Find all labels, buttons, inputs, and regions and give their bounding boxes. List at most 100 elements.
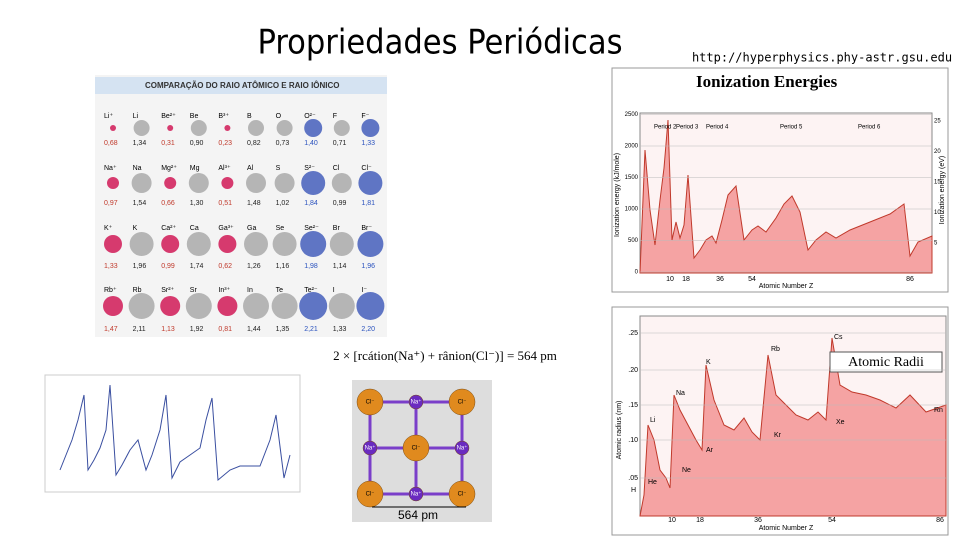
ion-radius: 2,20 bbox=[361, 326, 375, 333]
element-label: Rb bbox=[771, 346, 780, 353]
ion-radius: 0,66 bbox=[161, 200, 175, 207]
ion-symbol: Na⁺ bbox=[104, 165, 117, 172]
y-tick-label: 2000 bbox=[625, 144, 639, 150]
ion-symbol: Br bbox=[333, 225, 341, 232]
ion-radius: 0,71 bbox=[333, 140, 347, 147]
ion-radius: 0,62 bbox=[218, 263, 232, 270]
y-tick-label: .05 bbox=[628, 475, 638, 482]
slide-title: Propriedades Periódicas bbox=[257, 23, 622, 63]
cation-label: Na⁺ bbox=[457, 445, 468, 452]
y-tick-label: 500 bbox=[628, 238, 639, 244]
radius-label: Atomic Radii bbox=[848, 355, 924, 370]
ion-symbol: Te bbox=[276, 287, 284, 294]
period-label: Period 6 bbox=[858, 125, 881, 131]
ion-symbol: Mg²⁺ bbox=[161, 165, 177, 172]
ion-sphere bbox=[164, 177, 177, 189]
ion-sphere bbox=[188, 173, 209, 193]
ion-symbol: I⁻ bbox=[361, 287, 367, 294]
ion-symbol: Li⁺ bbox=[104, 113, 113, 120]
ion-sphere bbox=[328, 293, 355, 319]
element-label: K bbox=[706, 359, 711, 366]
ion-table-title: COMPARAÇÃO DO RAIO ATÔMICO E RAIO IÔNICO bbox=[145, 81, 340, 90]
ion-symbol: Mg bbox=[190, 165, 200, 172]
period-label: Period 2 bbox=[654, 125, 677, 131]
ion-symbol: Se bbox=[276, 225, 285, 232]
ion-symbol: Sr bbox=[190, 287, 198, 294]
ion-symbol: In bbox=[247, 287, 253, 294]
ion-sphere bbox=[185, 293, 212, 319]
element-label: H bbox=[631, 487, 636, 494]
ion-sphere bbox=[110, 125, 116, 131]
ion-radius: 0,99 bbox=[161, 263, 175, 270]
ion-radius: 1,98 bbox=[304, 263, 318, 270]
x-tick-label: 10 bbox=[666, 276, 674, 283]
ion-sphere bbox=[333, 120, 350, 136]
anion-label: Cl⁻ bbox=[458, 400, 467, 406]
ion-symbol: B³⁺ bbox=[218, 113, 229, 120]
ion-radius: 1,84 bbox=[304, 200, 318, 207]
ionization-x-label: Atomic Number Z bbox=[759, 283, 814, 290]
ion-symbol: Ca²⁺ bbox=[161, 225, 176, 232]
anion-sphere bbox=[448, 388, 476, 416]
source-url: http://hyperphysics.phy-astr.gsu.edu bbox=[692, 51, 952, 65]
ion-symbol: K bbox=[133, 225, 138, 232]
x-tick-label: 86 bbox=[906, 276, 914, 283]
radius-x-label: Atomic Number Z bbox=[759, 525, 814, 532]
ion-symbol: S²⁻ bbox=[304, 165, 315, 172]
ion-sphere bbox=[129, 232, 154, 256]
distance-label: 564 pm bbox=[398, 508, 438, 522]
ion-symbol: Se²⁻ bbox=[304, 225, 319, 232]
ion-sphere bbox=[161, 235, 180, 253]
ion-symbol: In³⁺ bbox=[218, 287, 230, 294]
x-tick-label: 18 bbox=[696, 517, 704, 524]
anion-label: Cl⁻ bbox=[458, 492, 467, 498]
ion-radius: 1,13 bbox=[161, 326, 175, 333]
y2-tick-label: 20 bbox=[934, 149, 941, 155]
ion-radius: 1,54 bbox=[133, 200, 147, 207]
cation-label: Na⁺ bbox=[411, 491, 422, 498]
ion-symbol: Cl⁻ bbox=[361, 165, 372, 172]
ion-symbol: Be bbox=[190, 113, 199, 120]
ion-radius: 1,48 bbox=[247, 200, 261, 207]
element-label: He bbox=[648, 479, 657, 486]
period-label: Period 4 bbox=[706, 125, 729, 131]
ion-symbol: Ga bbox=[247, 225, 256, 232]
ion-sphere bbox=[331, 173, 352, 193]
ion-symbol: Na bbox=[133, 165, 142, 172]
y-tick-label: .25 bbox=[628, 330, 638, 337]
ion-sphere bbox=[103, 296, 123, 316]
x-tick-label: 54 bbox=[828, 517, 836, 524]
ion-sphere bbox=[301, 171, 326, 195]
anion-sphere bbox=[402, 434, 430, 462]
ion-sphere bbox=[221, 177, 234, 189]
element-label: Ne bbox=[682, 467, 691, 474]
ion-symbol: Li bbox=[133, 113, 139, 120]
ion-symbol: Te²⁻ bbox=[304, 287, 318, 294]
ionization-y-label: Ionization energy (kJ/mole) bbox=[614, 153, 621, 237]
ion-radius: 0,90 bbox=[190, 140, 204, 147]
ion-symbol: F bbox=[333, 113, 337, 120]
ion-sphere bbox=[107, 177, 119, 189]
cation-sphere bbox=[454, 440, 470, 456]
ion-radius: 0,73 bbox=[276, 140, 290, 147]
ion-symbol: O²⁻ bbox=[304, 113, 316, 120]
cation-sphere bbox=[362, 440, 378, 456]
ion-sphere bbox=[358, 171, 383, 195]
ion-radius: 2,11 bbox=[133, 326, 146, 333]
y-tick-label: .20 bbox=[628, 367, 638, 374]
ion-radius: 1,33 bbox=[333, 326, 347, 333]
ionization-y2-label: Ionization energy (eV) bbox=[939, 156, 946, 224]
period-label: Period 3 bbox=[676, 125, 699, 131]
ion-symbol: Al³⁺ bbox=[218, 165, 231, 172]
x-tick-label: 86 bbox=[936, 517, 944, 524]
ion-radius: 0,97 bbox=[104, 200, 118, 207]
crystal-lattice: Cl⁻ Na⁺ Cl⁻ Na⁺ Cl⁻ Na⁺ Cl⁻ Na⁺ Cl⁻ bbox=[356, 388, 476, 508]
ion-sphere bbox=[128, 293, 155, 319]
ion-radius: 1,47 bbox=[104, 326, 118, 333]
y-tick-label: 1000 bbox=[625, 207, 639, 213]
ion-symbol: Ga³⁺ bbox=[218, 225, 234, 232]
radius-label-box bbox=[829, 351, 943, 373]
ion-radius: 1,33 bbox=[104, 263, 118, 270]
ion-radius: 2,21 bbox=[304, 326, 318, 333]
ion-sphere bbox=[217, 296, 238, 316]
